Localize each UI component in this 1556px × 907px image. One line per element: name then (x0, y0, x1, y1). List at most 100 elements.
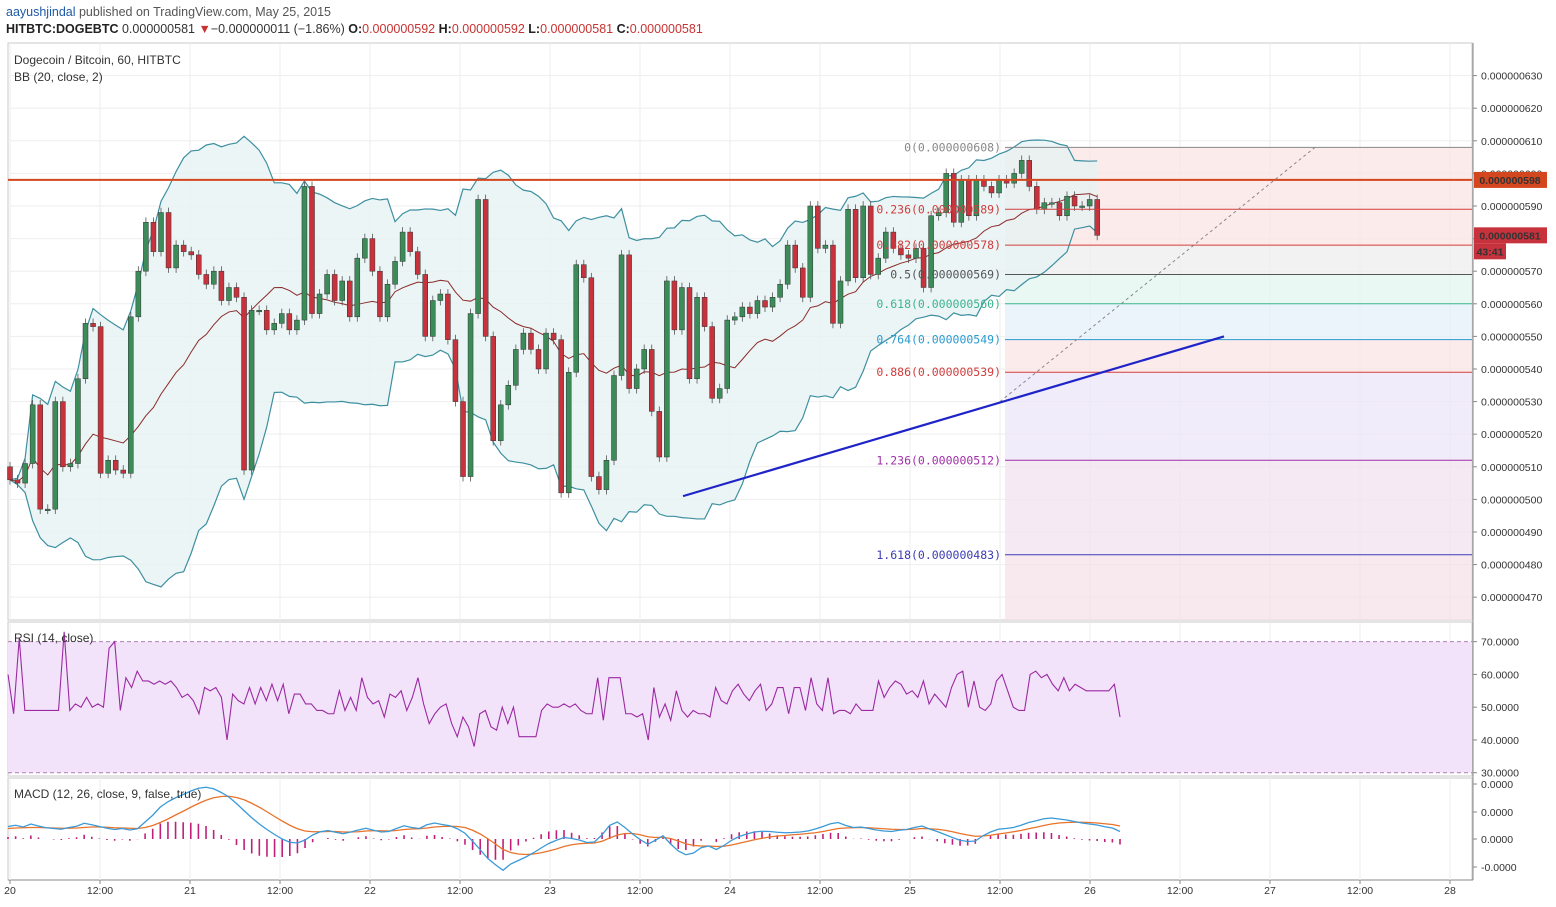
time-tick-label: 12:00 (1347, 885, 1373, 897)
candle-body (1086, 199, 1093, 207)
fib-zone (1005, 303, 1472, 340)
candle-body (248, 310, 255, 471)
high-value: 0.000000592 (451, 22, 525, 36)
fib-zone (1005, 339, 1472, 373)
time-tick-label: 28 (1444, 885, 1456, 897)
candle-body (1049, 202, 1055, 205)
candle-body (369, 238, 376, 272)
candle-body (1026, 160, 1032, 187)
candle-body (777, 283, 783, 298)
low-label: L: (528, 22, 541, 36)
low-value: 0.000000581 (540, 22, 614, 36)
candle-body (928, 215, 934, 288)
candle-body (565, 371, 572, 494)
last-price: 0.000000581 (121, 22, 195, 36)
fib-level-label: 1.236(0.000000512) (876, 453, 1001, 467)
macd-label[interactable]: MACD (12, 26, close, 9, false, true) (14, 787, 202, 801)
macd-tick-label: 0.0000 (1481, 779, 1513, 791)
fib-level-label: 0(0.000000608) (904, 140, 1001, 154)
bollinger-label[interactable]: BB (20, close, 2) (14, 70, 103, 84)
candle-body (558, 339, 564, 494)
candle-body (618, 254, 625, 376)
fib-zone (1005, 274, 1472, 304)
published-text: published on TradingView.com, May 25, 20… (78, 5, 331, 19)
candle-body (550, 332, 557, 340)
candle-body (649, 349, 655, 412)
candle-body (460, 401, 466, 477)
candle-body (490, 336, 496, 441)
candle-body (845, 209, 851, 282)
price-tag (1474, 227, 1547, 244)
fib-level-label: 0.618(0.000000560) (876, 297, 1001, 311)
candle-body (135, 270, 142, 318)
candle-body (815, 205, 821, 249)
price-tick-label: 0.000000590 (1481, 201, 1542, 213)
rsi-label[interactable]: RSI (14, close) (14, 631, 94, 645)
candle-body (475, 199, 481, 314)
candle-body (392, 261, 398, 285)
candle-body (754, 300, 761, 314)
quote-line: HITBTC:DOGEBTC 0.000000581 ▼−0.000000011… (6, 22, 703, 36)
price-tick-label: 0.000000610 (1481, 136, 1542, 148)
candle-body (1079, 205, 1085, 208)
candle-body (294, 319, 300, 331)
candle-body (452, 339, 459, 402)
candle-body (1094, 199, 1100, 236)
candle-body (324, 274, 330, 295)
candle-body (664, 280, 670, 458)
candle-body (218, 270, 225, 301)
candle-body (82, 323, 89, 380)
candle-body (686, 287, 693, 380)
price-tag-label: 43:41 (1477, 246, 1504, 258)
candle-body (807, 205, 814, 298)
price-tick-label: 0.000000480 (1481, 560, 1542, 572)
candle-body (1071, 195, 1078, 207)
publisher-link[interactable]: aayushjindal (6, 5, 76, 19)
candle-body (158, 212, 164, 252)
candle-body (347, 280, 353, 318)
candle-body (935, 212, 942, 217)
candle-body (445, 293, 451, 340)
price-tag (1474, 243, 1506, 260)
time-tick-label: 20 (4, 885, 16, 897)
candle-body (7, 466, 13, 481)
candle-body (331, 274, 338, 301)
candle-body (800, 267, 806, 298)
candle-body (414, 251, 421, 275)
macd-tick-label: -0.0000 (1481, 862, 1517, 874)
fib-level-label: 0.5(0.000000569) (890, 267, 1001, 281)
candle-body (943, 173, 949, 213)
candle-body (671, 280, 678, 331)
symbol-label: HITBTC:DOGEBTC (6, 22, 119, 36)
price-tick-label: 0.000000520 (1481, 429, 1542, 441)
candle-body (611, 375, 617, 461)
candle-body (694, 297, 700, 380)
chart-title[interactable]: Dogecoin / Bitcoin, 60, HITBTC (14, 53, 181, 67)
candle-body (256, 310, 262, 313)
candle-body (588, 277, 595, 477)
price-tick-label: 0.000000540 (1481, 364, 1542, 376)
candle-body (996, 179, 1002, 194)
candle-body (60, 401, 66, 468)
candle-body (105, 460, 111, 474)
time-tick-label: 12:00 (1167, 885, 1193, 897)
candle-body (505, 385, 512, 406)
macd-pane (7, 777, 1473, 881)
candle-body (173, 244, 179, 269)
time-tick-label: 23 (544, 885, 556, 897)
candle-body (830, 244, 836, 324)
candle-body (520, 332, 527, 350)
candle-body (97, 326, 104, 474)
candle-body (1064, 195, 1070, 217)
candle-body (581, 264, 587, 278)
candle-body (467, 313, 474, 477)
time-tick-label: 12:00 (447, 885, 473, 897)
candle-body (407, 231, 413, 252)
candle-body (22, 463, 28, 484)
rsi-tick-label: 30.0000 (1481, 768, 1519, 780)
time-tick-label: 12:00 (267, 885, 293, 897)
price-tick-label: 0.000000630 (1481, 71, 1542, 83)
candle-body (165, 212, 172, 269)
price-tag (1474, 171, 1547, 188)
